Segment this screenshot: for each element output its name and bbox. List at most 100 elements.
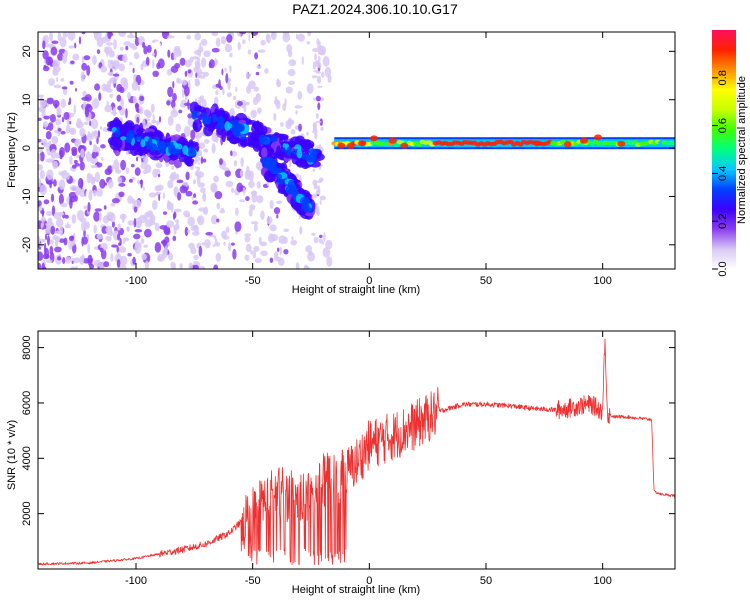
spectrogram-noise-speckle <box>167 252 174 261</box>
spectrogram-streak <box>194 78 200 83</box>
spectrogram-noise-speckle <box>133 206 138 213</box>
spectrogram-y-ticks: -20 -10 0 10 20 <box>21 45 675 253</box>
spectrogram-noise-speckle <box>204 238 211 249</box>
spectrogram-noise-speckle <box>43 199 50 205</box>
spectrogram-noise-speckle <box>183 85 190 97</box>
carrier-hotspot <box>533 140 542 147</box>
spectrogram-noise-speckle <box>48 78 56 87</box>
spectrogram-noise-speckle <box>109 76 118 85</box>
spectrogram-noise-speckle <box>215 83 222 88</box>
spectrogram-streak <box>313 236 319 244</box>
spectrogram-noise-speckle <box>132 256 136 265</box>
spectrogram-noise-speckle <box>188 262 193 269</box>
spectrogram-noise-speckle <box>111 164 114 172</box>
spectrogram-noise-speckle <box>170 261 175 269</box>
spectrogram-noise-speckle <box>283 248 289 255</box>
spectrogram-tone-core <box>158 141 166 151</box>
spectrogram-tone-core <box>267 164 273 171</box>
spectrogram-noise-speckle <box>79 187 85 192</box>
spectrogram-noise-speckle <box>245 196 250 202</box>
carrier-hotspot <box>580 137 588 144</box>
spectrogram-noise-speckle <box>270 32 277 41</box>
spectrogram-noise-speckle <box>112 73 120 77</box>
spectrogram-tone-core <box>301 199 307 209</box>
spectrogram-streak <box>317 187 321 193</box>
spectrogram-noise-speckle <box>187 69 192 74</box>
spectrogram-streak <box>311 75 318 79</box>
spectrogram-noise-speckle <box>91 151 97 159</box>
spectrogram-noise-speckle <box>42 50 49 60</box>
spectrogram-noise-speckle <box>58 48 66 54</box>
spectrogram-noise-speckle <box>72 53 80 61</box>
spectrogram-noise-speckle <box>118 182 126 187</box>
spectrogram-noise-speckle <box>90 164 98 169</box>
spectrogram-noise-speckle <box>284 98 287 107</box>
spectrogram-noise-speckle <box>111 221 115 228</box>
spectrogram-noise-speckle <box>65 256 71 264</box>
spectrogram-noise-speckle <box>84 94 92 102</box>
spectrogram-noise-speckle <box>47 122 54 131</box>
x-tick-label: -50 <box>245 575 261 587</box>
spectrogram-noise-speckle <box>297 33 306 42</box>
spectrogram-noise-speckle <box>51 135 59 145</box>
spectrogram-noise-speckle <box>140 179 143 189</box>
spectrogram-tone-core <box>233 119 239 130</box>
spectrogram-noise-speckle <box>145 56 150 66</box>
spectrogram-noise-speckle <box>211 143 216 154</box>
spectrogram-noise-speckle <box>94 171 101 183</box>
spectrogram-noise-speckle <box>118 32 127 37</box>
spectrogram-noise-speckle <box>170 109 178 118</box>
spectrogram-noise-speckle <box>68 97 72 105</box>
spectrogram-noise-speckle <box>183 210 191 218</box>
spectrogram-tone-core <box>240 124 245 132</box>
spectrogram-noise-speckle <box>187 229 191 234</box>
spectrogram-noise-speckle <box>139 95 145 102</box>
spectrogram-noise-speckle <box>127 91 131 100</box>
spectrogram-noise-speckle <box>93 211 101 222</box>
spectrogram-streak <box>199 142 205 149</box>
spectrogram-noise-speckle <box>213 264 219 269</box>
spectrogram-noise-speckle <box>59 146 65 158</box>
spectrogram-noise-speckle <box>204 139 210 144</box>
spectrogram-x-axis-label: Height of straight line (km) <box>292 284 420 296</box>
spectrogram-noise-speckle <box>185 59 192 68</box>
spectrogram-noise-speckle <box>230 150 233 157</box>
spectrogram-noise-speckle <box>299 226 303 235</box>
spectrogram-noise-speckle <box>86 172 92 184</box>
carrier-hotspot <box>358 140 367 147</box>
spectrogram-streak <box>312 193 318 199</box>
spectrogram-streak <box>315 95 321 102</box>
spectrogram-noise-speckle <box>71 164 77 169</box>
carrier-hotspot <box>563 141 572 148</box>
spectrogram-noise-speckle <box>190 129 196 140</box>
spectrogram-noise-speckle <box>134 242 142 254</box>
spectrogram-noise-speckle <box>192 179 196 185</box>
spectrogram-noise-speckle <box>133 217 137 228</box>
spectrogram-noise-speckle <box>187 216 195 227</box>
spectrogram-noise-speckle <box>39 184 47 196</box>
spectrogram-tone-core <box>120 136 127 141</box>
spectrogram-noise-speckle <box>132 67 135 74</box>
spectrogram-tone-core <box>308 148 319 156</box>
spectrogram-tone-blob <box>247 131 254 146</box>
spectrogram-noise-speckle <box>287 49 293 58</box>
spectrogram-noise-speckle <box>133 52 140 60</box>
spectrogram-noise-speckle <box>50 225 56 235</box>
spectrogram-noise-speckle <box>90 118 99 130</box>
spectrogram-tone-core <box>128 132 134 140</box>
spectrogram-noise-speckle <box>99 247 104 253</box>
spectrogram-noise-speckle <box>152 168 158 178</box>
colorbar-label: Normalized spectral amplitude <box>736 76 748 224</box>
spectrogram-noise-speckle <box>49 113 56 123</box>
carrier-hotspot <box>370 135 378 142</box>
spectrogram-noise-speckle <box>268 233 275 243</box>
spectrogram-noise-speckle <box>57 256 62 261</box>
spectrogram-noise-speckle <box>215 252 221 262</box>
spectrogram-noise-speckle <box>221 230 227 239</box>
spectrogram-noise-speckle <box>273 207 281 215</box>
spectrogram-streak <box>195 72 198 78</box>
spectrogram-noise-speckle <box>40 222 43 230</box>
spectrogram-noise-speckle <box>203 50 211 58</box>
spectrogram-noise-speckle <box>120 159 127 171</box>
